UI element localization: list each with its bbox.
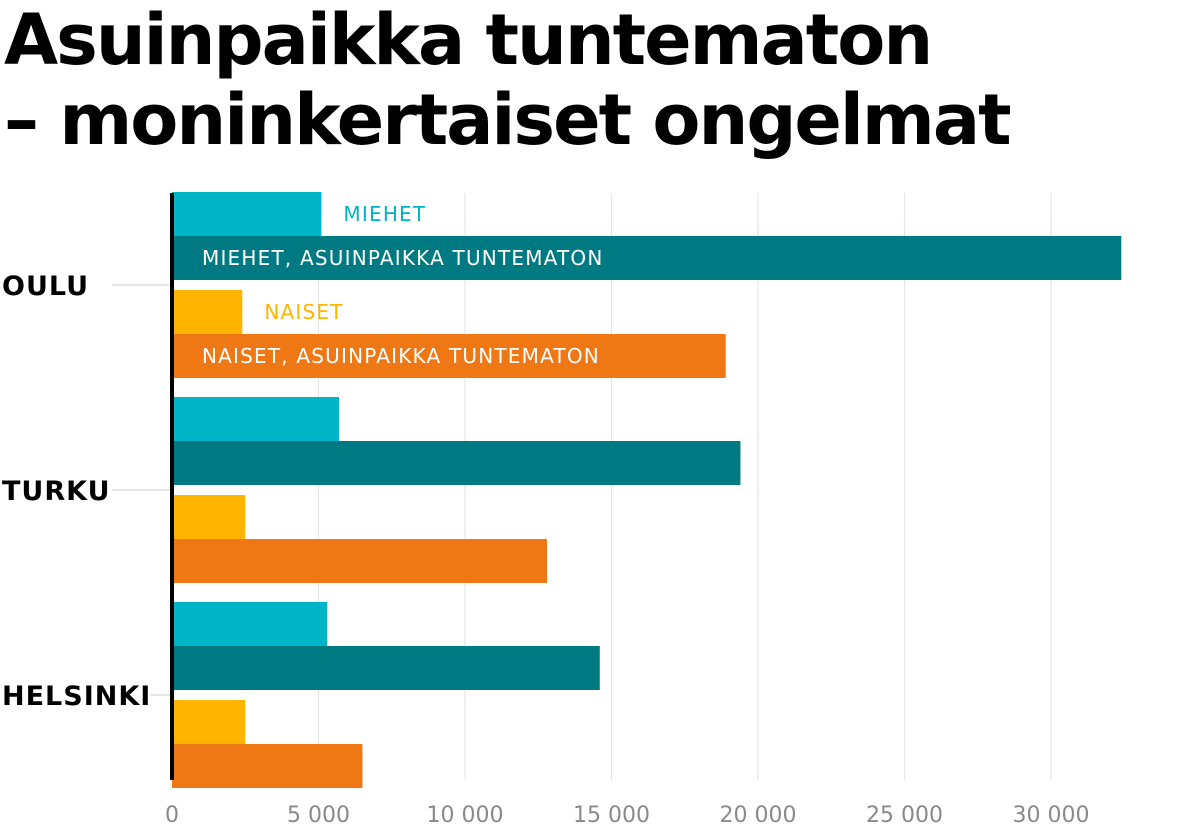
bar <box>172 236 1122 280</box>
x-tick-label: 20 000 <box>720 803 797 827</box>
bar <box>172 290 243 334</box>
series-label: NAISET <box>264 300 343 324</box>
x-tick-label: 5 000 <box>287 803 350 827</box>
x-tick-label: 15 000 <box>573 803 650 827</box>
series-label: MIEHET <box>343 202 426 226</box>
bar <box>172 744 363 788</box>
category-label: TURKU <box>2 476 111 507</box>
bar <box>172 700 246 744</box>
bar <box>172 334 726 378</box>
chart-title-line-2: – moninkertaiset ongelmat <box>4 79 1012 161</box>
bar <box>172 495 246 539</box>
chart-title-line-1: Asuinpaikka tuntematon <box>4 0 933 81</box>
category-label: OULU <box>2 271 89 302</box>
bar <box>172 539 548 583</box>
series-label: NAISET, ASUINPAIKKA TUNTEMATON <box>202 344 600 368</box>
chart-title: Asuinpaikka tuntematon – moninkertaiset … <box>4 0 1012 161</box>
bar <box>172 602 328 646</box>
x-tick-label: 30 000 <box>1013 803 1090 827</box>
bar <box>172 441 741 485</box>
x-tick-label: 25 000 <box>866 803 943 827</box>
x-tick-label: 10 000 <box>427 803 504 827</box>
x-tick-label: 0 <box>165 803 179 827</box>
bar <box>172 646 600 690</box>
bar <box>172 192 322 236</box>
category-label: HELSINKI <box>2 681 151 712</box>
bar <box>172 397 340 441</box>
series-label: MIEHET, ASUINPAIKKA TUNTEMATON <box>202 246 604 270</box>
